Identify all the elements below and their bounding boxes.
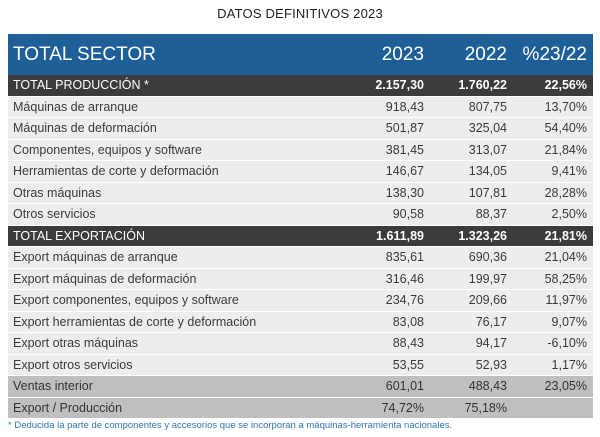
row-label: Máquinas de deformación bbox=[13, 121, 157, 136]
data-table: TOTAL SECTOR 2023 2022 %23/22 TOTAL PROD… bbox=[8, 34, 593, 419]
table-row: Otros servicios 90,58 88,37 2,50% bbox=[8, 204, 593, 226]
table-row: Export otros servicios 53,55 52,93 1,17% bbox=[8, 354, 593, 376]
table-row: Export / Producción 74,72% 75,18% bbox=[8, 397, 593, 419]
value-pct: 22,56% bbox=[544, 78, 587, 93]
value-2023: 74,72% bbox=[381, 400, 424, 415]
header-label: TOTAL SECTOR bbox=[13, 43, 156, 65]
table-row: Export máquinas de deformación 316,46 199,… bbox=[8, 268, 593, 290]
row-label: Export otros servicios bbox=[13, 357, 133, 372]
table-row: TOTAL PRODUCCIÓN * 2.157,30 1.760,22 22,56% bbox=[8, 75, 593, 97]
row-label: Export herramientas de corte y deformaci… bbox=[13, 314, 257, 329]
value-2022: 76,17 bbox=[475, 314, 507, 329]
value-pct: 54,40% bbox=[544, 121, 587, 136]
table-row: Export otras máquinas 88,43 94,17 -6,10% bbox=[8, 333, 593, 355]
row-label: TOTAL PRODUCCIÓN * bbox=[13, 78, 149, 93]
value-2022: 75,18% bbox=[464, 400, 507, 415]
row-label: Herramientas de corte y deformación bbox=[13, 164, 219, 179]
page-title: DATOS DEFINITIVOS 2023 bbox=[217, 6, 383, 21]
value-2022: 325,04 bbox=[468, 121, 507, 136]
table-row: Máquinas de deformación 501,87 325,04 54,40… bbox=[8, 118, 593, 140]
table-row: Export máquinas de arranque 835,61 690,36 2… bbox=[8, 247, 593, 269]
table-row: Herramientas de corte y deformación 146,6… bbox=[8, 161, 593, 183]
value-pct: 2,50% bbox=[551, 207, 587, 222]
header-col-2023: 2023 bbox=[381, 43, 424, 65]
value-pct: 9,07% bbox=[551, 314, 587, 329]
table-header: TOTAL SECTOR 2023 2022 %23/22 bbox=[8, 34, 593, 75]
value-2022: 88,37 bbox=[475, 207, 507, 222]
value-2023: 2.157,30 bbox=[375, 78, 424, 93]
row-label: Otras máquinas bbox=[13, 185, 102, 200]
table-body: TOTAL PRODUCCIÓN * 2.157,30 1.760,22 22,56%… bbox=[8, 75, 593, 419]
value-2023: 83,08 bbox=[392, 314, 424, 329]
row-label: Otros servicios bbox=[13, 207, 96, 222]
value-2023: 501,87 bbox=[385, 121, 424, 136]
value-pct: 28,28% bbox=[544, 185, 587, 200]
table-row: Ventas interior 601,01 488,43 23,05% bbox=[8, 376, 593, 398]
value-pct: 58,25% bbox=[544, 271, 587, 286]
value-2023: 138,30 bbox=[385, 185, 424, 200]
value-2022: 94,17 bbox=[475, 336, 507, 351]
row-label: Export máquinas de arranque bbox=[13, 250, 178, 265]
value-2022: 690,36 bbox=[468, 250, 507, 265]
table-row: Máquinas de arranque 918,43 807,75 13,70% bbox=[8, 96, 593, 118]
value-2023: 53,55 bbox=[392, 357, 424, 372]
row-label: Ventas interior bbox=[13, 379, 93, 394]
value-2022: 52,93 bbox=[475, 357, 507, 372]
row-label: Export / Producción bbox=[13, 400, 123, 415]
table-row: TOTAL EXPORTACIÓN 1.611,89 1.323,26 21,81% bbox=[8, 225, 593, 247]
table-row: Componentes, equipos y software 381,45 313… bbox=[8, 139, 593, 161]
value-2023: 146,67 bbox=[385, 164, 424, 179]
value-pct: 21,84% bbox=[544, 142, 587, 157]
header-col-pct: %23/22 bbox=[522, 43, 587, 65]
value-pct: 11,97% bbox=[545, 293, 587, 308]
row-label: Export componentes, equipos y software bbox=[13, 293, 239, 308]
value-2023: 90,58 bbox=[392, 207, 424, 222]
value-pct: 9,41% bbox=[551, 164, 587, 179]
row-label: Máquinas de arranque bbox=[13, 99, 139, 114]
value-2022: 313,07 bbox=[468, 142, 507, 157]
row-label: TOTAL EXPORTACIÓN bbox=[13, 228, 145, 243]
value-pct: 1,17% bbox=[551, 357, 587, 372]
value-2022: 1.760,22 bbox=[458, 78, 507, 93]
row-label: Export otras máquinas bbox=[13, 336, 139, 351]
value-pct: 23,05% bbox=[544, 379, 587, 394]
value-2023: 234,76 bbox=[385, 293, 424, 308]
value-2022: 199,97 bbox=[468, 271, 507, 286]
value-pct: 21,81% bbox=[544, 228, 587, 243]
value-2023: 601,01 bbox=[385, 379, 424, 394]
value-2022: 488,43 bbox=[468, 379, 507, 394]
value-2022: 134,05 bbox=[468, 164, 507, 179]
value-2023: 835,61 bbox=[385, 250, 424, 265]
footnote: * Deducida la parte de componentes y acc… bbox=[8, 420, 453, 431]
value-pct: 21,04% bbox=[544, 250, 587, 265]
table-row: Export componentes, equipos y software 23… bbox=[8, 290, 593, 312]
value-2023: 1.611,89 bbox=[376, 228, 424, 243]
row-label: Export máquinas de deformación bbox=[13, 271, 197, 286]
value-pct: -6,10% bbox=[547, 336, 587, 351]
row-label: Componentes, equipos y software bbox=[13, 142, 202, 157]
value-2022: 807,75 bbox=[468, 99, 507, 114]
header-col-2022: 2022 bbox=[464, 43, 507, 65]
value-2023: 381,45 bbox=[385, 142, 424, 157]
value-2022: 107,81 bbox=[468, 185, 507, 200]
table-row: Export herramientas de corte y deformaci… bbox=[8, 311, 593, 333]
value-pct: 13,70% bbox=[544, 99, 587, 114]
value-2022: 209,66 bbox=[468, 293, 507, 308]
table-row: Otras máquinas 138,30 107,81 28,28% bbox=[8, 182, 593, 204]
value-2023: 316,46 bbox=[385, 271, 424, 286]
value-2023: 88,43 bbox=[392, 336, 424, 351]
value-2022: 1.323,26 bbox=[458, 228, 507, 243]
value-2023: 918,43 bbox=[385, 99, 424, 114]
